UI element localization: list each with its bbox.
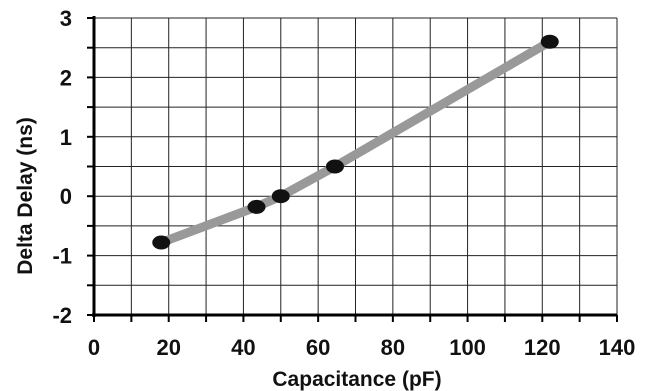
data-point <box>540 34 559 49</box>
grid <box>94 17 618 315</box>
data-point <box>271 189 290 204</box>
x-tick-label: 120 <box>524 335 561 360</box>
x-tick-label: 60 <box>306 335 330 360</box>
x-tick-label: 40 <box>231 335 255 360</box>
y-tick-label: -1 <box>52 244 72 269</box>
y-tick-label: 3 <box>60 6 72 31</box>
y-tick-label: -2 <box>52 303 72 328</box>
data-point <box>247 199 266 214</box>
x-tick-label: 80 <box>381 335 405 360</box>
x-tick-label: 20 <box>156 335 180 360</box>
y-tick-label: 0 <box>60 184 72 209</box>
x-tick-label: 100 <box>449 335 486 360</box>
series <box>152 34 559 250</box>
y-tick-label: 2 <box>60 65 72 90</box>
data-point <box>325 159 344 174</box>
x-tick-label: 140 <box>599 335 636 360</box>
tick-labels: 0 20 40 60 80 100 120 140 3 2 1 0 -1 -2 <box>52 6 635 360</box>
x-axis-title: Capacitance (pF) <box>272 368 441 391</box>
x-tick-label: 0 <box>88 335 100 360</box>
data-point <box>152 235 171 250</box>
axes <box>87 16 618 322</box>
y-tick-label: 1 <box>60 125 72 150</box>
y-axis-title: Delta Delay (ns) <box>14 117 37 275</box>
